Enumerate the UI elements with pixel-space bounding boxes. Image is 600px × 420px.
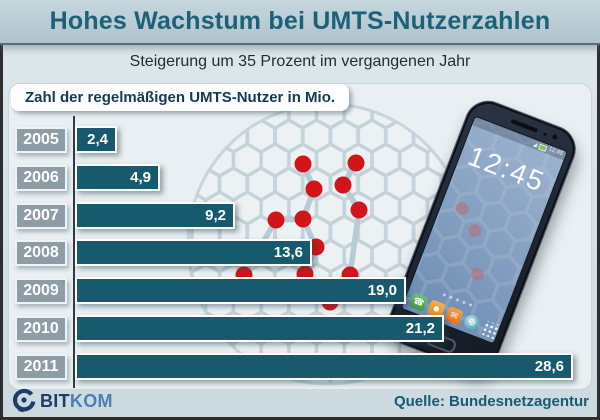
- value-bar: 28,6: [75, 353, 573, 380]
- y-axis-line: [73, 116, 75, 388]
- year-label-box: 2011: [15, 354, 67, 380]
- screen-hex-pattern: [402, 116, 567, 341]
- year-label: 2007: [23, 207, 59, 224]
- year-label-box: 2006: [15, 165, 67, 191]
- source-credit: Quelle: Bundesnetzagentur: [393, 392, 589, 410]
- year-label: 2006: [23, 169, 59, 186]
- chart-row: 2006 4,9: [3, 164, 597, 191]
- chart-row: 2007 9,2: [3, 202, 597, 229]
- year-label-box: 2007: [15, 203, 67, 229]
- bar-value: 4,9: [130, 169, 151, 186]
- bitkom-logo-icon: [12, 388, 36, 413]
- footer: BITKOM Quelle: Bundesnetzagentur: [11, 388, 589, 414]
- chart-row: 2010 21,2: [3, 315, 597, 342]
- molecule-nodes: [235, 154, 368, 311]
- year-label: 2008: [23, 244, 59, 261]
- chart-row: 2008 13,6: [3, 239, 597, 266]
- bitkom-logo: BITKOM: [11, 388, 113, 414]
- value-bar: 13,6: [75, 239, 312, 266]
- year-label: 2009: [23, 282, 59, 299]
- year-label-box: 2008: [15, 240, 67, 266]
- bar-value: 2,4: [87, 131, 108, 148]
- year-label: 2011: [23, 358, 59, 375]
- content-area: Steigerung um 35 Prozent im vergangenen …: [0, 45, 600, 420]
- year-label: 2010: [23, 320, 59, 337]
- bar-value: 21,2: [405, 320, 435, 337]
- value-bar: 19,0: [75, 277, 406, 304]
- chart-title: Zahl der regelmäßigen UMTS-Nutzer in Mio…: [25, 89, 336, 106]
- chart-title-box: Zahl der regelmäßigen UMTS-Nutzer in Mio…: [11, 84, 350, 111]
- chart-row: 2005 2,4: [3, 126, 597, 153]
- bar-value: 19,0: [367, 282, 397, 299]
- smartphone-illustration: 12:45 12:45 ☎ ☻ ✉ ⊕: [381, 93, 583, 379]
- value-bar: 2,4: [75, 126, 117, 153]
- value-bar: 9,2: [75, 202, 235, 229]
- chart-row: 2011 28,6: [3, 353, 597, 380]
- year-label: 2005: [23, 131, 59, 148]
- bar-value: 28,6: [534, 358, 564, 375]
- year-label-box: 2009: [15, 278, 67, 304]
- phone-screen: 12:45 12:45 ☎ ☻ ✉ ⊕: [400, 115, 569, 345]
- value-bar: 21,2: [75, 315, 444, 342]
- logo-text: BITKOM: [40, 390, 113, 411]
- bar-value: 13,6: [273, 244, 303, 261]
- year-label-box: 2010: [15, 316, 67, 342]
- chart-row: 2009 19,0: [3, 277, 597, 304]
- page-title: Hohes Wachstum bei UMTS-Nutzerzahlen: [49, 7, 551, 35]
- subtitle: Steigerung um 35 Prozent im vergangenen …: [129, 53, 471, 70]
- value-bar: 4,9: [75, 164, 160, 191]
- year-label-box: 2005: [15, 127, 67, 153]
- title-band: Hohes Wachstum bei UMTS-Nutzerzahlen: [0, 0, 600, 45]
- bar-value: 9,2: [205, 207, 226, 224]
